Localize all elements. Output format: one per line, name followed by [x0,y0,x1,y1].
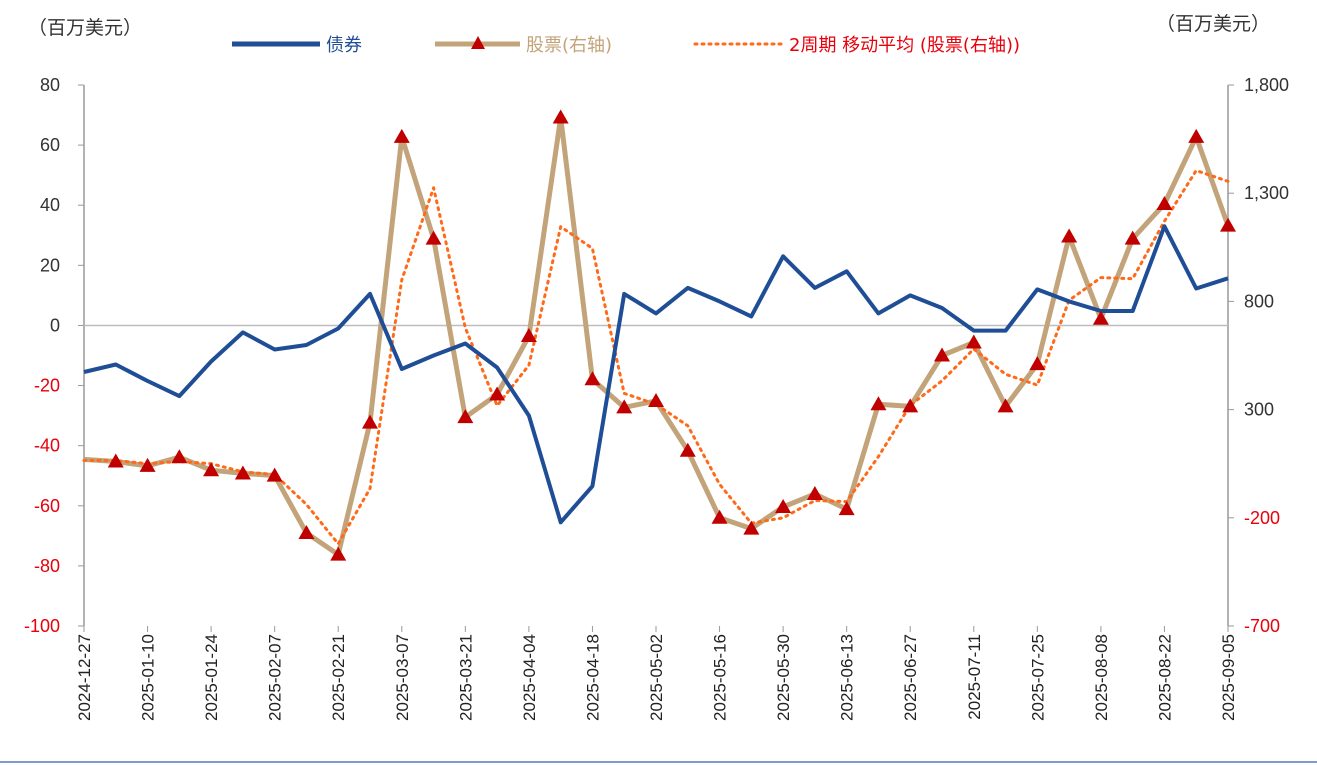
stock-marker [362,414,378,429]
left-tick-label: -60 [34,496,60,516]
stock-marker [1029,356,1046,371]
x-tick-label: 2025-07-25 [1028,634,1047,721]
x-tick-label: 2025-06-27 [901,634,920,721]
stock-marker [393,128,410,143]
x-tick-label: 2025-08-22 [1155,634,1174,721]
stock-marker [679,442,696,457]
stock-marker [584,371,601,386]
stock-marker [457,409,474,424]
x-tick-label: 2025-09-05 [1219,634,1238,721]
left-tick-label: -80 [34,556,60,576]
stock-marker [743,520,760,535]
stock-marker [203,462,220,477]
left-tick-label: 0 [50,315,60,335]
stock-marker [1124,230,1141,245]
left-tick-label: -100 [24,616,60,636]
stock-marker [616,399,633,414]
x-tick-label: 2025-07-11 [965,634,984,720]
x-tick-label: 2025-05-30 [774,634,793,721]
legend-bond-label: 债券 [326,35,362,56]
bottom-rule [0,761,1317,763]
stock-marker [870,396,887,411]
legend: 债券 股票(右轴) 2周期 移动平均 (股票(右轴)) [232,35,1020,56]
stock-marker [1061,228,1078,243]
stock-marker [171,449,188,464]
stock-marker [648,392,664,407]
stock-marker [330,546,347,561]
x-tick-label: 2025-06-13 [838,634,857,721]
stock-marker [107,453,124,468]
stock-marker [838,501,855,516]
stock-marker [806,485,823,500]
series-line-bond [83,224,1229,525]
x-tick-label: 2025-05-16 [711,634,730,721]
right-tick-label: 1,300 [1244,183,1289,203]
stock-marker [266,467,283,482]
x-tick-label: 2024-12-27 [75,634,94,721]
legend-stock-label: 股票(右轴) [526,35,612,56]
x-tick-label: 2025-01-24 [202,634,221,721]
x-axis-ticks: 2024-12-27 2025-01-10 2025-01-24 2025-02-07… [75,626,1238,721]
stock-marker [1092,310,1109,325]
left-tick-label: -20 [34,376,60,396]
right-tick-label: 1,800 [1244,75,1289,95]
axes: 80 60 40 20 0 -20 -40 -60 -80 -100 1,800 1,300 800 30… [24,75,1289,636]
legend-ma-label: 2周期 移动平均 (股票(右轴)) [789,35,1020,56]
left-axis-unit: （百万美元） [28,17,142,39]
stock-marker [775,498,792,513]
left-tick-label: -40 [34,436,60,456]
left-tick-label: 20 [40,255,60,275]
stock-marker [1156,196,1173,211]
right-axis-unit: （百万美元） [1156,13,1270,35]
right-tick-label: -700 [1244,616,1280,636]
stock-marker [489,386,506,401]
right-tick-label: -200 [1244,508,1280,528]
x-tick-label: 2025-02-07 [266,634,285,721]
stock-marker [711,509,728,524]
stock-marker [139,457,156,472]
series-line-moving-average [82,169,1230,546]
x-tick-label: 2025-02-21 [329,634,348,721]
stock-marker [425,230,442,245]
x-tick-label: 2025-05-02 [647,634,666,721]
stock-marker [520,328,537,343]
stock-marker [552,109,569,124]
stock-marker [298,524,315,539]
stock-marker [934,347,950,362]
x-tick-label: 2025-08-08 [1092,634,1111,721]
left-tick-label: 40 [40,195,60,215]
stock-marker [997,398,1014,413]
left-tick-label: 60 [40,135,60,155]
stock-marker [902,398,919,413]
x-tick-label: 2025-01-10 [139,634,158,721]
series-layer [82,109,1236,561]
stock-marker [1220,217,1236,232]
right-tick-label: 800 [1244,291,1274,311]
stock-marker [965,334,982,349]
legend-stock-marker [471,36,485,49]
stock-marker [1188,128,1205,143]
x-tick-label: 2025-04-04 [520,634,539,721]
stock-marker [234,465,251,480]
right-tick-label: 300 [1244,400,1274,420]
x-tick-label: 2025-03-21 [456,634,475,721]
x-tick-label: 2025-03-07 [393,634,412,721]
left-tick-label: 80 [40,75,60,95]
x-tick-label: 2025-04-18 [583,634,602,721]
